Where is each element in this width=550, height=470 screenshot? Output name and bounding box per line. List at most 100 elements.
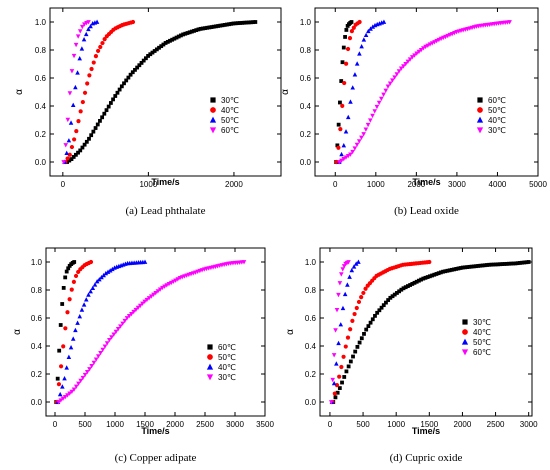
data-point [140, 301, 145, 307]
data-point [174, 35, 179, 40]
data-point [356, 299, 362, 305]
data-point [423, 275, 428, 280]
x-tick-label: 2000 [407, 180, 425, 189]
data-point [452, 267, 456, 272]
data-point [432, 272, 437, 277]
legend-marker [461, 349, 469, 356]
y-tick-label: 0.0 [35, 158, 47, 167]
y-axis-title: α [280, 89, 291, 95]
data-point [87, 367, 92, 372]
legend-marker [477, 107, 483, 113]
data-point [58, 398, 64, 403]
data-point [348, 152, 353, 157]
data-point [96, 48, 101, 54]
data-point [89, 133, 94, 138]
data-point [111, 332, 117, 337]
data-point [104, 108, 109, 113]
series-d-3 [328, 260, 351, 405]
data-point [220, 23, 225, 28]
data-point [368, 26, 373, 31]
legend-marker [207, 344, 213, 350]
data-point [328, 400, 334, 405]
data-point [78, 148, 83, 153]
data-point [144, 297, 150, 303]
data-point [502, 262, 507, 266]
x-tick-label: 3500 [256, 420, 274, 429]
data-point [351, 25, 356, 30]
data-point [86, 26, 91, 32]
y-tick-label: 0.0 [31, 398, 43, 407]
data-point [137, 303, 143, 309]
data-point [130, 70, 135, 75]
legend: 30℃40℃50℃60℃ [461, 318, 491, 357]
data-point [249, 20, 253, 25]
data-point [63, 275, 68, 280]
data-point [334, 361, 339, 366]
data-point [111, 97, 115, 102]
data-point [66, 138, 72, 143]
data-point [57, 348, 62, 353]
data-point [386, 298, 391, 302]
data-point [362, 331, 366, 336]
data-point [381, 303, 386, 308]
data-point [165, 39, 170, 44]
data-point [183, 31, 188, 36]
data-point [372, 109, 377, 114]
series-b-3 [337, 20, 512, 165]
data-point [500, 262, 505, 266]
data-point [354, 305, 359, 311]
data-point [463, 265, 467, 270]
y-tick-label: 0.4 [305, 342, 317, 351]
data-point [242, 20, 247, 25]
y-tick-label: 1.0 [31, 258, 43, 267]
data-point [381, 92, 386, 98]
data-point [129, 311, 134, 317]
data-point [154, 47, 159, 52]
data-point [339, 272, 344, 277]
data-point [72, 137, 77, 142]
data-point [85, 81, 90, 86]
y-tick-label: 0.6 [300, 74, 312, 83]
data-point [74, 129, 79, 134]
data-point [356, 259, 361, 264]
data-point [344, 28, 349, 32]
legend-label: 40℃ [221, 106, 239, 115]
data-point [410, 282, 415, 286]
data-point [425, 275, 430, 279]
data-point [414, 51, 420, 56]
data-point [351, 354, 355, 359]
y-tick-label: 0.2 [300, 130, 312, 139]
data-point [209, 25, 214, 29]
data-point [102, 111, 107, 116]
data-point [187, 30, 192, 35]
data-point [337, 281, 343, 286]
data-point [205, 25, 210, 30]
data-point [352, 72, 358, 77]
data-point [363, 32, 369, 38]
data-point [84, 139, 89, 144]
data-point [170, 37, 175, 42]
data-point [352, 311, 357, 317]
data-point [102, 37, 107, 42]
data-point [78, 378, 83, 384]
data-point [98, 44, 103, 50]
figure-caption: (c) Copper adipate [115, 452, 197, 464]
data-point [359, 336, 364, 341]
data-point [64, 269, 69, 274]
data-point [338, 127, 343, 132]
series-b-2 [337, 19, 387, 164]
data-point [75, 320, 80, 325]
data-point [69, 157, 74, 162]
x-tick-label: 500 [78, 420, 92, 429]
data-point [163, 41, 168, 45]
data-point [56, 400, 61, 405]
y-tick-label: 0.4 [35, 102, 47, 111]
data-point [146, 296, 152, 301]
x-axis-title: Time/s [151, 177, 179, 187]
data-point [117, 87, 122, 92]
data-point [476, 264, 481, 268]
data-point [124, 316, 130, 321]
data-point [498, 262, 503, 267]
data-point [82, 142, 87, 147]
data-point [342, 80, 347, 86]
